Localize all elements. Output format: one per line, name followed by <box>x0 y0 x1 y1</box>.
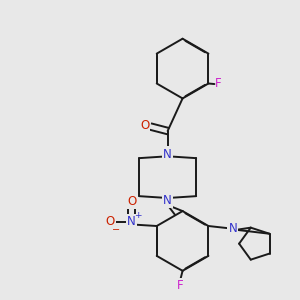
Text: +: + <box>134 211 142 220</box>
Text: −: − <box>112 224 120 235</box>
Text: N: N <box>229 222 237 235</box>
Text: O: O <box>105 215 115 228</box>
Text: N: N <box>163 194 172 207</box>
Text: O: O <box>140 118 149 131</box>
Text: F: F <box>214 77 221 90</box>
Text: F: F <box>176 279 183 292</box>
Text: O: O <box>127 195 136 208</box>
Text: N: N <box>163 148 172 160</box>
Text: N: N <box>128 215 136 228</box>
